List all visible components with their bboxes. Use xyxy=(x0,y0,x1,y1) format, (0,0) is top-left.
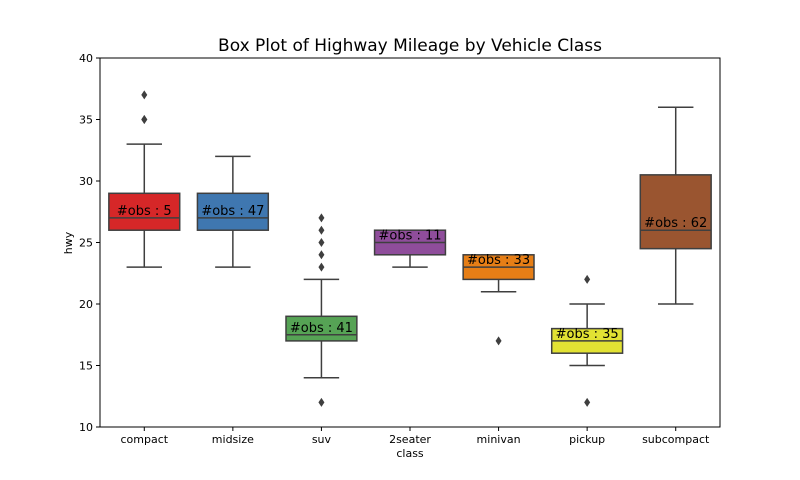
y-tick-label: 25 xyxy=(79,237,93,250)
obs-count-label: #obs : 47 xyxy=(201,204,264,219)
x-tick-label: suv xyxy=(312,433,332,446)
box-midsize xyxy=(196,192,270,231)
outlier-point xyxy=(584,397,591,407)
obs-count-label: #obs : 35 xyxy=(556,327,619,342)
outlier-point xyxy=(141,115,148,124)
x-tick-label: midsize xyxy=(212,433,254,446)
obs-count-label: #obs : 41 xyxy=(290,321,353,336)
outlier-point xyxy=(584,274,591,284)
outlier-point xyxy=(318,250,325,260)
y-tick-label: 40 xyxy=(79,52,93,65)
outlier-point xyxy=(318,225,325,235)
outlier-point xyxy=(318,397,325,407)
obs-count-label: #obs : 11 xyxy=(378,229,441,244)
box-subcompact xyxy=(639,174,712,250)
chart-title: Box Plot of Highway Mileage by Vehicle C… xyxy=(218,36,602,56)
y-tick-label: 10 xyxy=(79,421,93,434)
x-tick-label: 2seater xyxy=(389,433,431,446)
obs-count-label: #obs : 5 xyxy=(117,204,172,219)
box-suv xyxy=(285,315,358,342)
outlier-point xyxy=(495,336,502,346)
x-tick-label: pickup xyxy=(569,433,605,446)
obs-count-label: #obs : 33 xyxy=(467,253,530,268)
y-tick-label: 35 xyxy=(79,114,93,127)
outlier-point xyxy=(318,262,325,272)
x-axis-label: class xyxy=(396,447,424,460)
outlier-point xyxy=(318,238,325,247)
y-tick-label: 15 xyxy=(79,360,93,373)
box-compact xyxy=(108,192,181,231)
y-tick-label: 20 xyxy=(79,298,93,311)
plot-area: 10 15 20 25 30 35 40 compact #obs : 5 midsize #obs… xyxy=(79,52,721,446)
y-tick-label: 30 xyxy=(79,175,93,188)
x-tick-label: minivan xyxy=(477,433,521,446)
outlier-point xyxy=(318,213,325,223)
x-tick-label: subcompact xyxy=(642,433,710,446)
x-tick-label: compact xyxy=(120,433,168,446)
obs-count-label: #obs : 62 xyxy=(644,216,707,231)
outlier-point xyxy=(141,90,148,100)
y-axis-label: hwy xyxy=(62,231,75,254)
